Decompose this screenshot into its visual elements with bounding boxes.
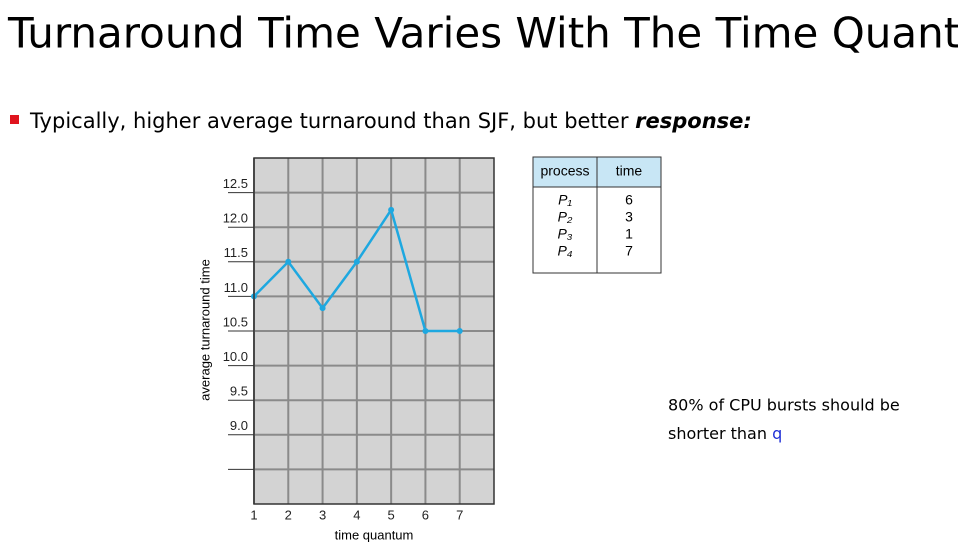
data-point bbox=[388, 206, 395, 213]
x-tick-label: 4 bbox=[353, 507, 360, 522]
table-cell: 6 bbox=[625, 192, 633, 208]
x-axis-label: time quantum bbox=[335, 527, 414, 542]
data-point bbox=[319, 305, 326, 312]
x-tick-label: 3 bbox=[319, 507, 326, 522]
y-tick-label: 10.5 bbox=[223, 314, 248, 329]
table-header: time bbox=[616, 163, 643, 179]
x-tick-label: 6 bbox=[422, 507, 429, 522]
data-point bbox=[285, 258, 292, 265]
slide-title: Turnaround Time Varies With The Time Qua… bbox=[7, 9, 958, 58]
table-cell: 3 bbox=[625, 209, 633, 225]
x-tick-label: 1 bbox=[250, 507, 257, 522]
y-tick-label: 11.5 bbox=[224, 245, 248, 260]
table-cell: 7 bbox=[625, 243, 633, 259]
data-point bbox=[422, 328, 429, 334]
data-point bbox=[353, 258, 360, 265]
table-cell: P₂ bbox=[558, 209, 573, 225]
x-tick-label: 2 bbox=[285, 507, 292, 522]
bullet-emphasis: response: bbox=[635, 109, 752, 133]
plot-border bbox=[253, 157, 495, 505]
table-cell: P₁ bbox=[558, 192, 572, 208]
y-tick-label: 10.0 bbox=[223, 349, 248, 364]
note-line: 80% of CPU bursts should be bbox=[668, 396, 900, 415]
y-tick-label: 12.5 bbox=[223, 176, 248, 191]
x-tick-label: 5 bbox=[388, 507, 395, 522]
y-tick-label: 12.0 bbox=[223, 211, 248, 226]
note-variable: q bbox=[772, 424, 782, 443]
note-line: shorter than q bbox=[668, 424, 782, 443]
table-cell: 1 bbox=[625, 226, 633, 242]
y-axis-label: average turnaround time bbox=[197, 259, 212, 401]
bullet-marker bbox=[10, 115, 19, 124]
data-point bbox=[456, 328, 463, 334]
note-text: shorter than bbox=[668, 424, 767, 443]
x-tick-label: 7 bbox=[456, 507, 463, 522]
table-header: process bbox=[540, 163, 589, 179]
bullet-plain: Typically, higher average turnaround tha… bbox=[29, 109, 629, 133]
y-tick-label: 9.5 bbox=[230, 384, 248, 399]
y-tick-label: 9.0 bbox=[230, 418, 248, 433]
table-cell: P₃ bbox=[558, 226, 573, 242]
table-cell: P₄ bbox=[558, 243, 573, 259]
y-tick-label: 11.0 bbox=[224, 280, 248, 295]
bullet-text: Typically, higher average turnaround tha… bbox=[29, 109, 752, 133]
